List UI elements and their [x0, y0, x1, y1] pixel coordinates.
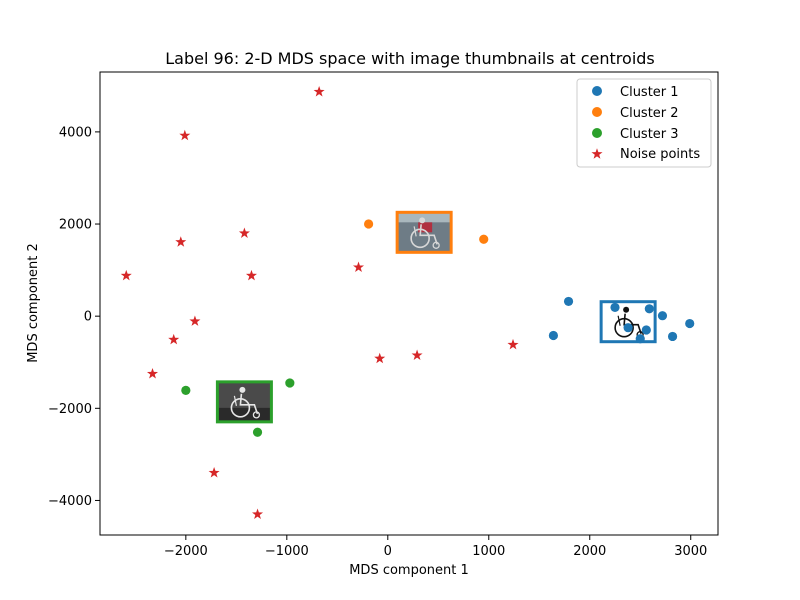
x-tick-label: −2000	[164, 544, 208, 559]
y-tick-label: −4000	[48, 494, 92, 509]
point-cluster-1	[563, 296, 574, 307]
point-cluster-1	[644, 304, 654, 314]
x-tick-label: 2000	[573, 544, 606, 559]
x-tick-label: 3000	[674, 544, 707, 559]
point-cluster-2	[479, 234, 489, 244]
point-noise-points	[352, 261, 365, 273]
legend-marker-cluster-2	[592, 107, 602, 117]
y-axis: −4000 −2000 0 2000 4000	[48, 125, 100, 509]
x-tick-label: 1000	[472, 544, 505, 559]
legend-box	[576, 78, 712, 168]
point-noise-points	[208, 467, 220, 478]
point-noise-points	[313, 86, 325, 97]
y-tick-label: 4000	[59, 125, 92, 140]
legend-marker-noise	[591, 148, 603, 159]
y-axis-label: MDS component 2	[26, 243, 41, 363]
legend-label-cluster-3: Cluster 3	[620, 127, 679, 142]
point-cluster-1	[623, 323, 633, 333]
y-tick-label: 2000	[59, 218, 92, 233]
points-layer	[120, 86, 695, 519]
point-cluster-1	[685, 318, 695, 329]
point-cluster-3	[181, 385, 191, 395]
point-noise-points	[245, 269, 257, 281]
point-cluster-3	[252, 427, 263, 437]
chart-title: Label 96: 2-D MDS space with image thumb…	[165, 49, 655, 68]
point-cluster-2	[364, 219, 374, 229]
point-noise-points	[120, 269, 132, 281]
x-axis-label: MDS component 1	[349, 563, 469, 578]
point-noise-points	[168, 333, 180, 345]
x-axis: −2000 −1000 0 1000 2000 3000	[164, 535, 707, 559]
point-noise-points	[507, 338, 519, 350]
point-noise-points	[175, 236, 187, 247]
point-cluster-1	[635, 334, 645, 344]
legend-marker-cluster-1	[592, 86, 602, 96]
thumbnail-wheelchair-photo-color	[395, 210, 453, 254]
point-cluster-1	[610, 302, 620, 313]
y-tick-label: 0	[84, 310, 92, 325]
point-cluster-1	[641, 325, 651, 335]
point-noise-points	[179, 129, 191, 141]
legend-marker-cluster-3	[592, 128, 602, 138]
point-cluster-1	[657, 311, 668, 321]
thumbnails-layer	[215, 210, 657, 424]
point-cluster-1	[548, 330, 559, 341]
point-cluster-1	[667, 331, 678, 342]
legend: Cluster 1 Cluster 2 Cluster 3 Noise poin…	[576, 78, 712, 168]
legend-label-noise: Noise points	[620, 147, 700, 162]
point-noise-points	[238, 227, 250, 238]
x-tick-label: −1000	[265, 544, 309, 559]
point-noise-points	[146, 367, 159, 379]
point-noise-points	[411, 349, 423, 361]
legend-label-cluster-2: Cluster 2	[620, 106, 679, 121]
thumbnail-wheelchair-photo-grayscale	[215, 380, 273, 424]
point-noise-points	[252, 508, 264, 519]
legend-label-cluster-1: Cluster 1	[620, 85, 679, 100]
point-noise-points	[374, 352, 386, 364]
point-cluster-3	[285, 378, 295, 388]
y-tick-label: −2000	[48, 402, 92, 417]
axes-frame	[99, 71, 719, 536]
point-noise-points	[189, 315, 201, 326]
x-tick-label: 0	[384, 544, 392, 559]
